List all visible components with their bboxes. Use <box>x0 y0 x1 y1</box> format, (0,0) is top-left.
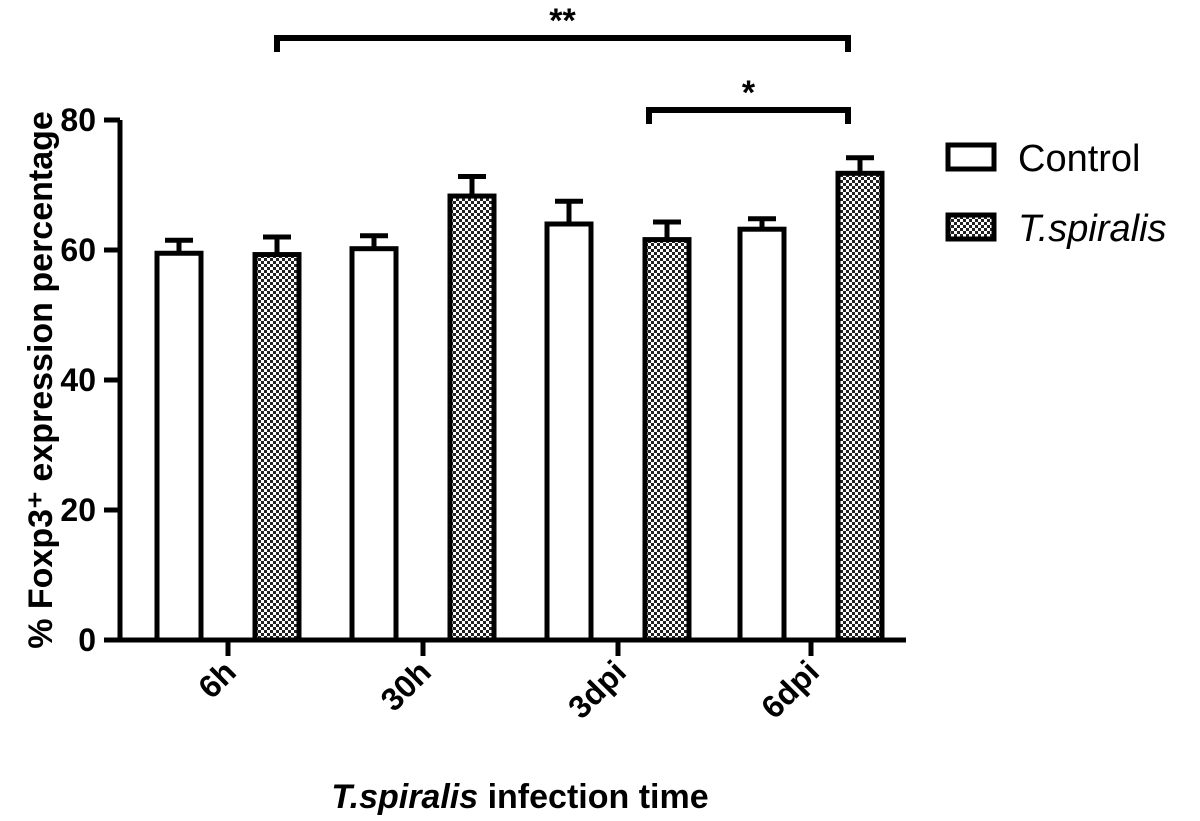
bar-control-6h <box>154 250 204 643</box>
x-axis-label: T.spiralis infection time <box>331 778 708 816</box>
significance-bracket <box>274 35 851 52</box>
significance-bracket <box>646 107 851 124</box>
significance-label: * <box>742 74 756 112</box>
significance-label: ** <box>549 2 576 40</box>
bar-t-spiralis-6h <box>252 252 302 643</box>
y-axis-label: % Foxp3⁺ expression percentage <box>22 111 60 649</box>
legend-swatch-t-spiralis <box>945 212 997 242</box>
legend-label-control: Control <box>1018 138 1141 180</box>
x-tick-label: 6dpi <box>754 653 826 725</box>
significance-brackets: *** <box>274 2 851 124</box>
bar-t-spiralis-3dpi <box>642 237 692 643</box>
y-tick-label: 40 <box>60 362 96 398</box>
legend: Control T.spiralis <box>945 138 1167 250</box>
x-tick-label: 6h <box>191 653 243 705</box>
y-tick-label: 60 <box>60 232 96 268</box>
bar-control-6dpi <box>737 226 787 643</box>
y-tick-label: 20 <box>60 492 96 528</box>
error-bars <box>165 155 874 255</box>
bars <box>154 170 885 643</box>
x-tick-label: 30h <box>374 653 438 717</box>
legend-swatch-control <box>945 142 997 172</box>
x-tick-label: 3dpi <box>561 653 633 725</box>
bar-t-spiralis-6dpi <box>835 170 885 643</box>
y-tick-label: 0 <box>78 622 96 658</box>
bar-control-30h <box>349 246 399 643</box>
bar-control-3dpi <box>544 221 594 643</box>
bar-t-spiralis-30h <box>447 193 497 643</box>
legend-label-t-spiralis: T.spiralis <box>1018 208 1167 250</box>
y-tick-label: 80 <box>60 102 96 138</box>
